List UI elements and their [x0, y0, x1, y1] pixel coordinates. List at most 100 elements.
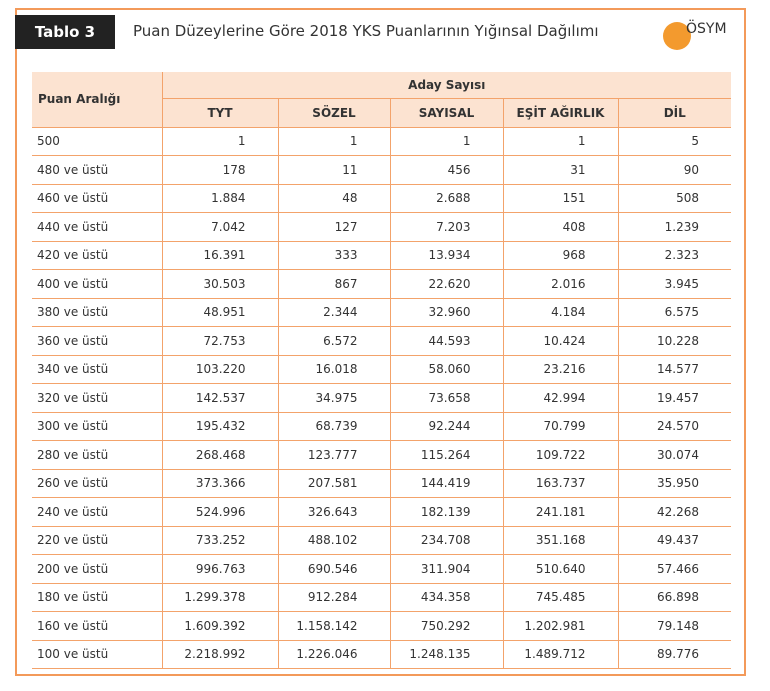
- cell: 151: [502, 184, 618, 213]
- cell: 144.419: [389, 469, 503, 498]
- cell: 92.244: [389, 412, 503, 441]
- cell: 1: [277, 127, 390, 156]
- cell: 968: [502, 241, 618, 270]
- cell: 6.572: [277, 326, 390, 356]
- cell: 68.739: [277, 412, 390, 441]
- cell: 42.268: [617, 497, 731, 527]
- table-row: 200 ve üstü 996.763 690.546 311.904 510.640 5…: [32, 554, 731, 584]
- header-row: Puan Aralığı Aday Sayısı: [32, 72, 731, 128]
- row-label: 280 ve üstü: [32, 440, 162, 470]
- cell: 234.708: [389, 526, 503, 555]
- table-row: 440 ve üstü 7.042 127 7.203 408 1.239: [32, 212, 731, 242]
- cell: 103.220: [161, 355, 278, 384]
- table-label: Tablo 3: [15, 15, 115, 49]
- row-label: 300 ve üstü: [32, 412, 162, 441]
- cell: 42.994: [502, 383, 618, 413]
- cell: 241.181: [502, 497, 618, 527]
- logo: ÖSYM: [663, 19, 727, 50]
- cell: 10.228: [617, 326, 731, 356]
- cell: 7.042: [161, 212, 278, 242]
- cell: 408: [502, 212, 618, 242]
- cell: 7.203: [389, 212, 503, 242]
- logo-text: ÖSYM: [686, 19, 727, 37]
- cell: 351.168: [502, 526, 618, 555]
- cell: 127: [277, 212, 390, 242]
- table-row: 460 ve üstü 1.884 48 2.688 151 508: [32, 184, 731, 213]
- row-label: 500: [32, 127, 162, 156]
- cell: 32.960: [389, 298, 503, 327]
- cell: 115.264: [389, 440, 503, 470]
- cell: 690.546: [277, 554, 390, 584]
- cell: 49.437: [617, 526, 731, 555]
- cell: 333: [277, 241, 390, 270]
- table-row: 260 ve üstü 373.366 207.581 144.419 163.737 3…: [32, 469, 731, 498]
- cell: 10.424: [502, 326, 618, 356]
- cell: 912.284: [277, 583, 390, 612]
- table-row: 480 ve üstü 178 11 456 31 90: [32, 155, 731, 185]
- table-row: 160 ve üstü 1.609.392 1.158.142 750.292 1.20…: [32, 611, 731, 641]
- table-row: 280 ve üstü 268.468 123.777 115.264 109.722 3…: [32, 440, 731, 470]
- cell: 24.570: [617, 412, 731, 441]
- cell: 182.139: [389, 497, 503, 527]
- table-row: 340 ve üstü 103.220 16.018 58.060 23.216 14.5…: [32, 355, 731, 384]
- cell: 207.581: [277, 469, 390, 498]
- cell: 30.503: [161, 269, 278, 299]
- cell: 142.537: [161, 383, 278, 413]
- cell: 1.884: [161, 184, 278, 213]
- cell: 4.184: [502, 298, 618, 327]
- cell: 44.593: [389, 326, 503, 356]
- cell: 2.016: [502, 269, 618, 299]
- table-row: 300 ve üstü 195.432 68.739 92.244 70.799 24.5…: [32, 412, 731, 441]
- cell: 1.239: [617, 212, 731, 242]
- cell: 48.951: [161, 298, 278, 327]
- row-label: 440 ve üstü: [32, 212, 162, 242]
- cell: 89.776: [617, 640, 731, 669]
- table-title: Puan Düzeylerine Göre 2018 YKS Puanların…: [133, 22, 599, 40]
- cell: 72.753: [161, 326, 278, 356]
- row-label: 160 ve üstü: [32, 611, 162, 641]
- table-row: 500 1 1 1 1 5: [32, 127, 731, 156]
- cell: 13.934: [389, 241, 503, 270]
- column-header: EŞİT AĞIRLIK: [502, 98, 618, 128]
- row-label: 100 ve üstü: [32, 640, 162, 669]
- cell: 31: [502, 155, 618, 185]
- table-row: 240 ve üstü 524.996 326.643 182.139 241.181 4…: [32, 497, 731, 527]
- cell: 195.432: [161, 412, 278, 441]
- table-row: 360 ve üstü 72.753 6.572 44.593 10.424 10.228: [32, 326, 731, 356]
- cell: 178: [161, 155, 278, 185]
- frame: [15, 8, 746, 676]
- logo-circle: [663, 22, 691, 50]
- cell: 1.158.142: [277, 611, 390, 641]
- cell: 30.074: [617, 440, 731, 470]
- cell: 1.202.981: [502, 611, 618, 641]
- cell: 1.299.378: [161, 583, 278, 612]
- cell: 16.018: [277, 355, 390, 384]
- cell: 996.763: [161, 554, 278, 584]
- cell: 109.722: [502, 440, 618, 470]
- column-header: DİL: [617, 98, 731, 128]
- row-label: 380 ve üstü: [32, 298, 162, 327]
- cell: 867: [277, 269, 390, 299]
- cell: 23.216: [502, 355, 618, 384]
- cell: 268.468: [161, 440, 278, 470]
- cell: 14.577: [617, 355, 731, 384]
- row-label: 360 ve üstü: [32, 326, 162, 356]
- cell: 745.485: [502, 583, 618, 612]
- cell: 1.226.046: [277, 640, 390, 669]
- cell: 456: [389, 155, 503, 185]
- cell: 11: [277, 155, 390, 185]
- cell: 488.102: [277, 526, 390, 555]
- cell: 66.898: [617, 583, 731, 612]
- column-header: SAYISAL: [389, 98, 503, 128]
- cell: 2.323: [617, 241, 731, 270]
- cell: 35.950: [617, 469, 731, 498]
- row-label: 220 ve üstü: [32, 526, 162, 555]
- table-body: 500 1 1 1 1 5 480 ve üstü 178 11 456 31 90 460 ve üs…: [32, 127, 731, 669]
- cell: 6.575: [617, 298, 731, 327]
- row-label: 340 ve üstü: [32, 355, 162, 384]
- cell: 1.248.135: [389, 640, 503, 669]
- row-label: 480 ve üstü: [32, 155, 162, 185]
- cell: 1: [161, 127, 278, 156]
- cell: 34.975: [277, 383, 390, 413]
- cell: 733.252: [161, 526, 278, 555]
